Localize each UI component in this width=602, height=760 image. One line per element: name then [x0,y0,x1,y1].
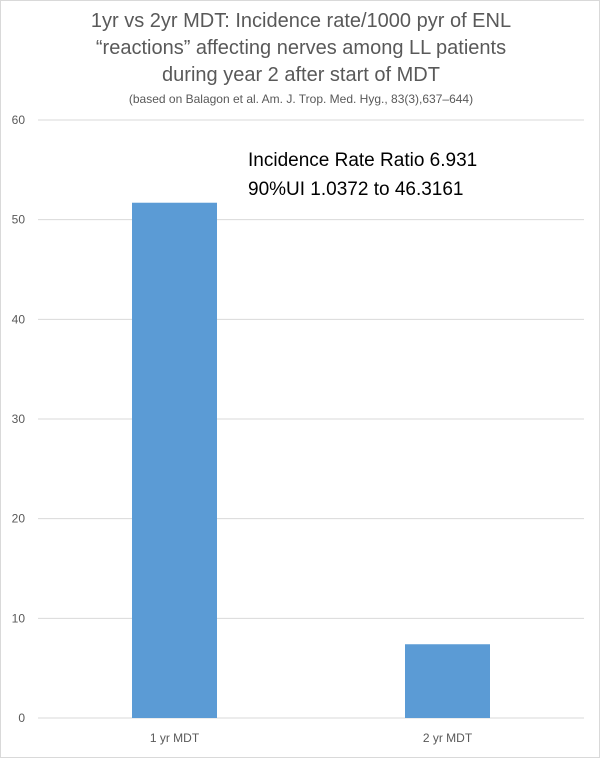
bar [132,202,217,718]
chart-annotation: Incidence Rate Ratio 6.931 90%UI 1.0372 … [248,146,477,204]
bar [405,644,490,718]
chart-title: 1yr vs 2yr MDT: Incidence rate/1000 pyr … [0,8,602,89]
y-tick-label: 20 [12,512,26,526]
y-tick-label: 60 [12,113,26,127]
chart-title-line-3: during year 2 after start of MDT [162,64,440,86]
y-tick-label: 0 [18,711,25,725]
annotation-line-interval: 90%UI 1.0372 to 46.3161 [248,179,464,200]
annotation-line-ratio: Incidence Rate Ratio 6.931 [248,150,478,171]
y-tick-label: 40 [12,312,26,326]
chart-subtitle: (based on Balagon et al. Am. J. Trop. Me… [128,92,474,106]
x-tick-label: 2 yr MDT [423,731,473,745]
y-tick-label: 10 [12,611,26,625]
chart-title-line-2: “reactions” affecting nerves among LL pa… [95,37,507,59]
chart-title-line-1: 1yr vs 2yr MDT: Incidence rate/1000 pyr … [90,10,512,32]
y-tick-label: 30 [12,412,26,426]
x-tick-label: 1 yr MDT [150,731,200,745]
y-tick-label: 50 [12,213,26,227]
